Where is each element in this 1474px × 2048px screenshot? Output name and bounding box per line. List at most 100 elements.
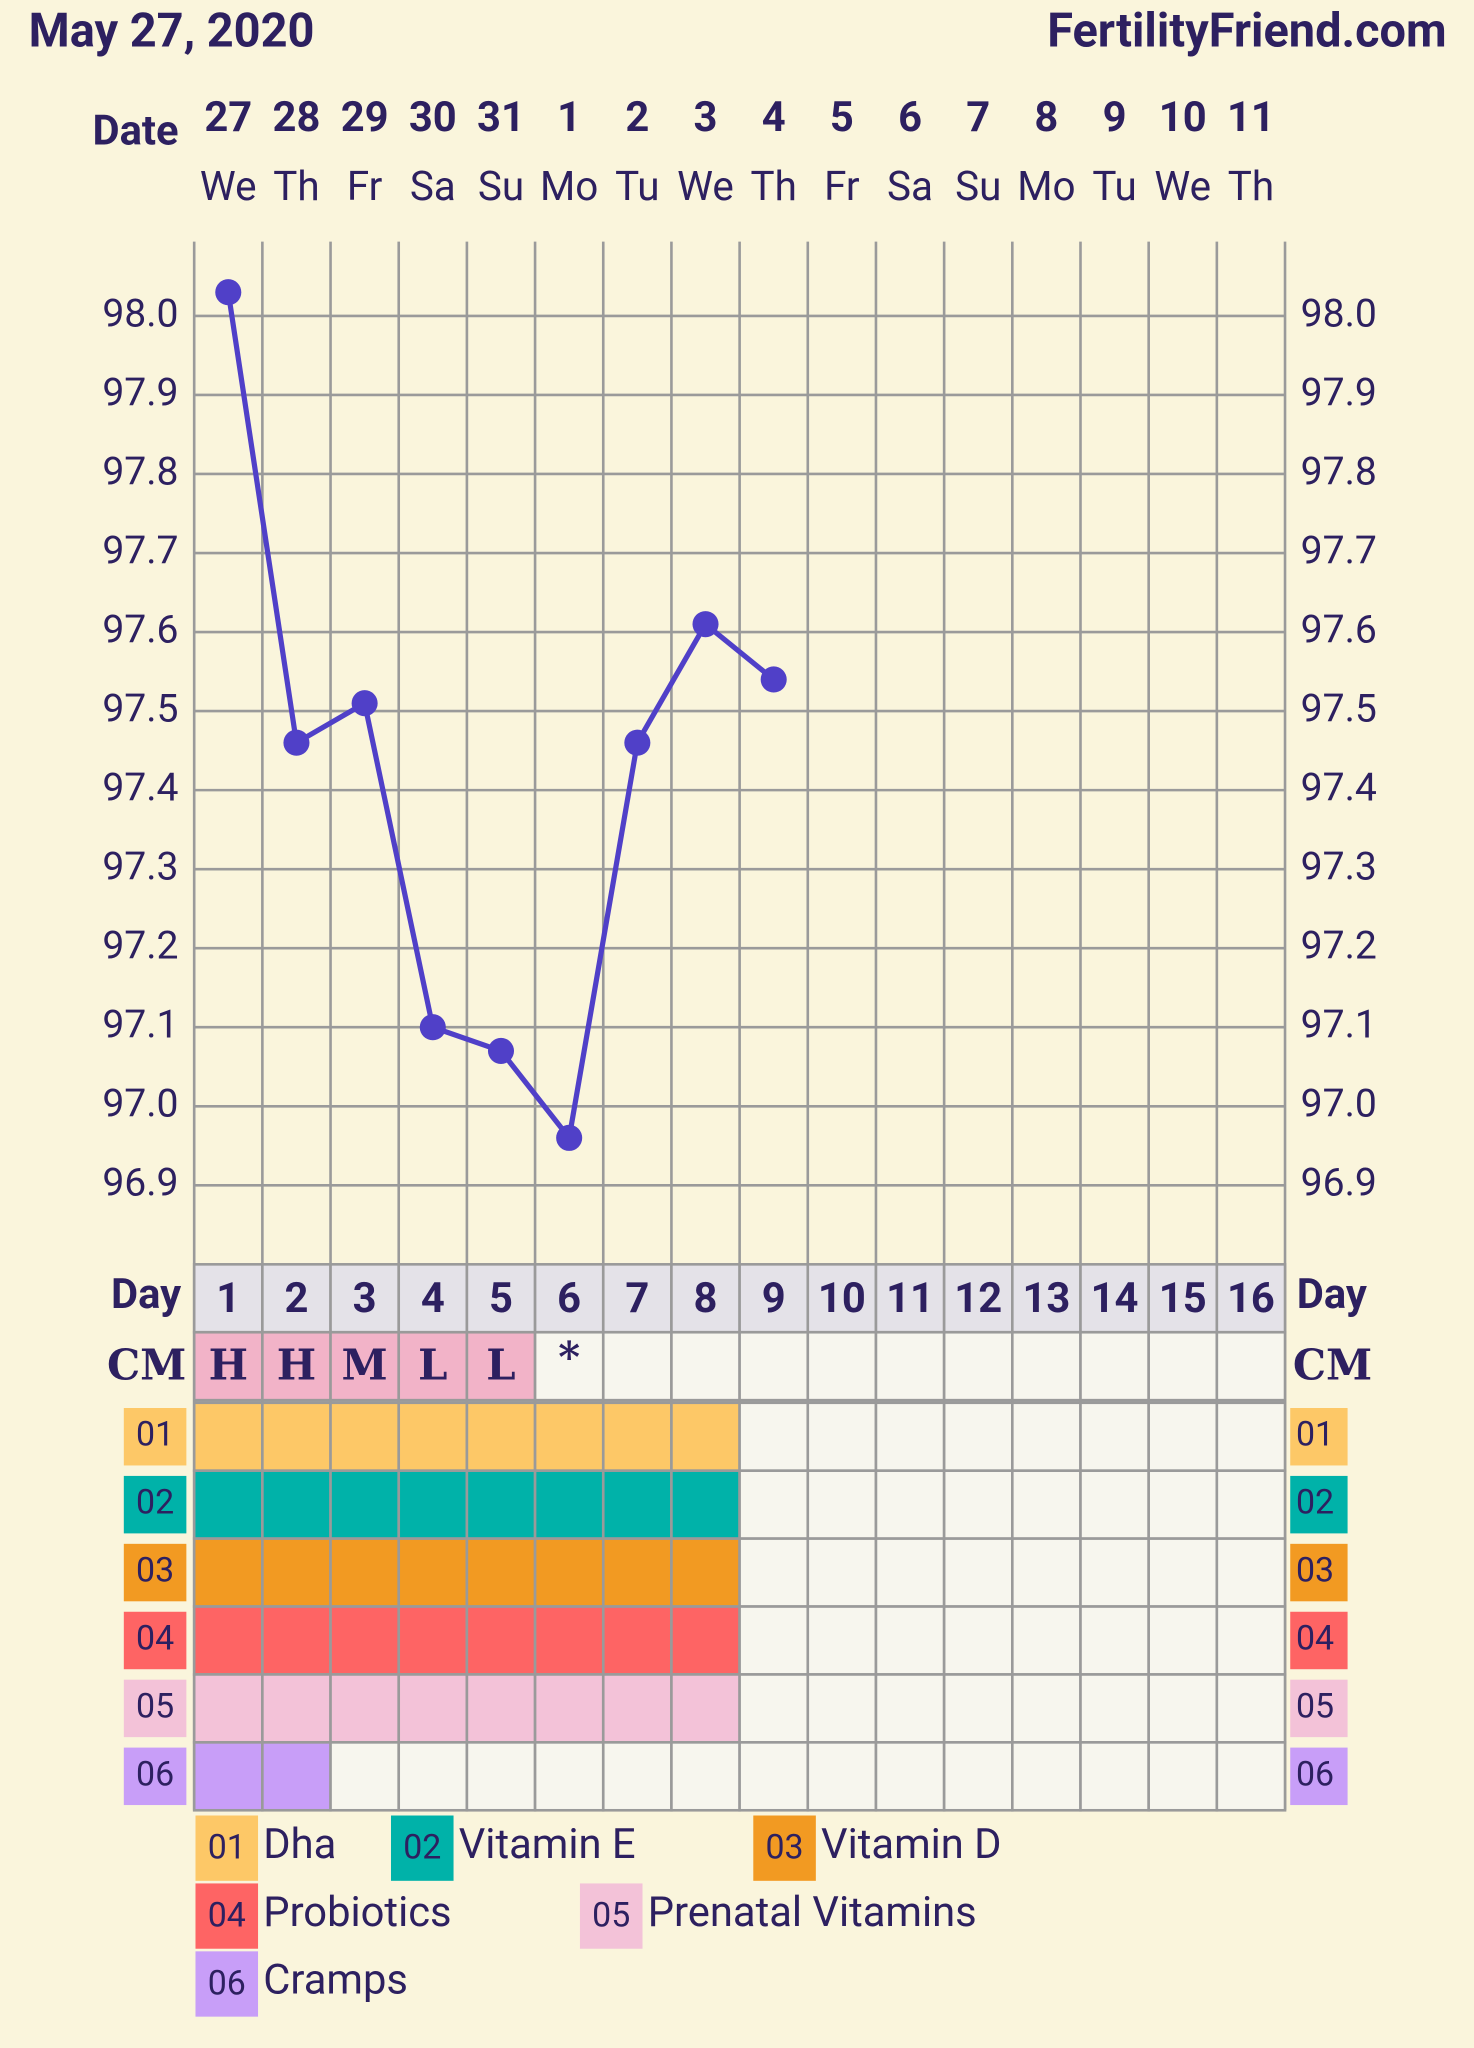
y-tick-label: 97.9 — [102, 369, 178, 415]
row-code: 05 — [136, 1687, 174, 1726]
row-cell — [397, 1605, 469, 1676]
weekday-label: Mo — [1017, 162, 1075, 210]
row-cell — [465, 1673, 537, 1744]
row-cell — [670, 1673, 741, 1744]
weekday-label: Mo — [540, 162, 598, 210]
day-number: 9 — [762, 1274, 786, 1323]
row-cell — [601, 1741, 673, 1812]
row-cell — [942, 1401, 1014, 1472]
row-cell — [1215, 1469, 1287, 1540]
row-code-box — [123, 1679, 187, 1738]
legend-code: 01 — [208, 1828, 246, 1867]
row-cell — [192, 1469, 264, 1540]
weekday-label: Fr — [824, 162, 860, 210]
cm-cell — [397, 1330, 469, 1402]
legend-name: Probiotics — [263, 1888, 451, 1937]
y-tick-label-right: 98.0 — [1301, 290, 1377, 336]
row-cell — [806, 1469, 878, 1540]
chart-title: May 27, 2020 — [29, 3, 315, 58]
row-cell — [465, 1605, 537, 1676]
y-tick-label-right: 97.2 — [1301, 923, 1377, 969]
day-number: 4 — [421, 1274, 445, 1323]
row-cell — [1147, 1605, 1219, 1676]
row-cell — [465, 1401, 537, 1472]
row-code-box-right — [1290, 1475, 1348, 1534]
cm-cell — [601, 1330, 673, 1402]
legend-swatch — [579, 1883, 643, 1949]
temperature-point — [419, 1014, 446, 1041]
weekday-label: Th — [273, 162, 319, 210]
cm-value: L — [418, 1340, 447, 1389]
row-cell — [1011, 1469, 1082, 1540]
row-cell — [533, 1741, 605, 1812]
row-cell — [806, 1537, 878, 1608]
row-cell — [874, 1605, 946, 1676]
row-cell — [1147, 1741, 1219, 1812]
legend-code: 03 — [766, 1828, 804, 1867]
weekday-label: Su — [478, 162, 524, 210]
row-cell — [738, 1605, 810, 1676]
y-tick-label-right: 97.5 — [1301, 685, 1377, 731]
y-tick-label-right: 97.3 — [1301, 843, 1377, 889]
row-cell — [261, 1401, 332, 1472]
y-tick-label: 97.3 — [102, 843, 178, 889]
day-label-right: Day — [1297, 1270, 1367, 1319]
date-label: 29 — [341, 93, 389, 142]
row-cell — [874, 1401, 946, 1472]
date-label: Date — [92, 106, 178, 155]
weekday-label: We — [200, 162, 257, 210]
row-cell — [465, 1537, 537, 1608]
row-cell — [1011, 1537, 1082, 1608]
row-cell — [533, 1673, 605, 1744]
cm-cell — [1215, 1330, 1287, 1402]
cm-cell — [670, 1330, 741, 1402]
y-tick-label: 97.7 — [102, 527, 178, 573]
weekday-label: Th — [1228, 162, 1274, 210]
day-number: 13 — [1022, 1274, 1070, 1323]
weekday-label: We — [677, 162, 734, 210]
date-label: 27 — [204, 93, 252, 142]
y-tick-label-right: 97.7 — [1301, 527, 1377, 573]
row-cell — [738, 1537, 810, 1608]
date-label: 1 — [557, 93, 581, 142]
y-tick-label: 97.1 — [102, 1002, 178, 1048]
row-cell — [874, 1469, 946, 1540]
row-code-right: 03 — [1296, 1552, 1334, 1591]
day-number: 12 — [954, 1274, 1002, 1323]
day-cell — [806, 1263, 878, 1334]
row-cell — [738, 1469, 810, 1540]
cm-value: H — [277, 1340, 316, 1389]
cm-cell — [329, 1330, 401, 1402]
row-cell — [670, 1605, 741, 1676]
y-tick-label: 97.8 — [102, 448, 178, 494]
row-code: 01 — [136, 1416, 174, 1455]
date-label: 8 — [1034, 93, 1058, 142]
y-tick-label: 97.0 — [102, 1081, 178, 1127]
row-cell — [1011, 1401, 1082, 1472]
row-cell — [1079, 1673, 1150, 1744]
row-cell — [1215, 1401, 1287, 1472]
row-cell — [670, 1741, 741, 1812]
day-number: 5 — [489, 1274, 513, 1323]
row-code-right: 04 — [1296, 1619, 1334, 1658]
cm-cell — [261, 1330, 332, 1402]
legend-code: 04 — [208, 1896, 246, 1935]
cm-value: * — [558, 1332, 580, 1381]
row-code-right: 05 — [1296, 1687, 1334, 1726]
row-code-box-right — [1290, 1611, 1348, 1670]
weekday-label: Tu — [1092, 162, 1136, 210]
cm-cell — [738, 1330, 810, 1402]
row-cell — [601, 1401, 673, 1472]
row-cell — [329, 1537, 401, 1608]
legend-code: 06 — [208, 1964, 246, 2003]
cm-value: H — [209, 1340, 248, 1389]
row-cell — [1079, 1401, 1150, 1472]
row-cell — [670, 1469, 741, 1540]
weekday-label: Tu — [615, 162, 659, 210]
weekday-label: Fr — [347, 162, 383, 210]
row-cell — [261, 1469, 332, 1540]
row-cell — [192, 1401, 264, 1472]
row-cell — [465, 1469, 537, 1540]
y-tick-label-right: 97.8 — [1301, 448, 1377, 494]
row-cell — [1079, 1537, 1150, 1608]
